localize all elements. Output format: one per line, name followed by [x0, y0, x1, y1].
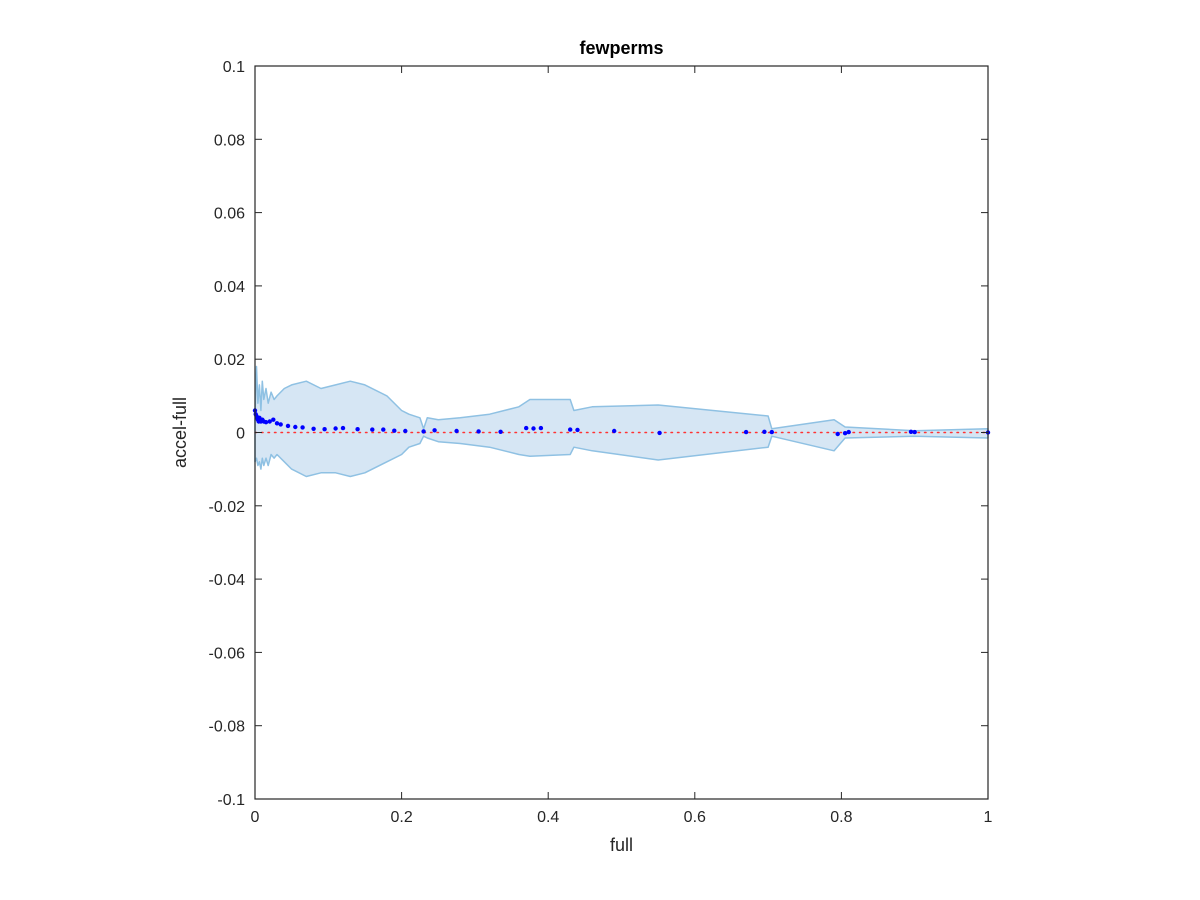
x-tick-label: 0.8 [830, 809, 852, 826]
y-tick-labels: -0.1 -0.08 -0.06 -0.04 -0.02 0 0.02 0.04 0.06 0.0… [209, 59, 246, 809]
x-axis-label: full [610, 835, 633, 855]
data-point [392, 428, 397, 433]
data-point [476, 429, 481, 434]
chart-title: fewperms [579, 38, 663, 58]
data-point [912, 429, 917, 435]
y-tick-label: 0.06 [214, 206, 245, 223]
data-point [538, 425, 544, 431]
data-point [762, 429, 767, 434]
data-point [333, 426, 338, 431]
axis-ticks [254, 65, 989, 800]
data-points-layer [252, 408, 991, 437]
data-point [355, 427, 360, 432]
data-point [322, 427, 327, 432]
y-axis-label: accel-full [170, 397, 190, 468]
data-point [293, 424, 298, 430]
data-point [657, 430, 662, 436]
data-point [612, 428, 617, 434]
data-point [403, 428, 408, 434]
data-point [340, 425, 346, 431]
data-point [575, 427, 580, 433]
y-tick-label: 0 [236, 426, 245, 443]
y-tick-label: -0.08 [209, 719, 246, 736]
data-point [381, 427, 386, 432]
y-tick-label: 0.04 [214, 279, 245, 296]
data-point [568, 427, 573, 432]
data-point [524, 425, 529, 431]
y-tick-label: -0.06 [209, 645, 246, 662]
y-tick-label: -0.1 [217, 792, 245, 809]
y-tick-label: 0.1 [223, 59, 245, 76]
data-point [263, 420, 269, 425]
y-tick-label: -0.04 [209, 572, 246, 589]
y-tick-label: 0.02 [214, 352, 245, 369]
data-point [285, 423, 291, 429]
data-point [846, 429, 851, 435]
data-point [454, 428, 459, 434]
data-point [267, 419, 272, 424]
data-point [835, 431, 840, 437]
data-point [271, 417, 276, 422]
y-tick-label: -0.02 [209, 499, 246, 516]
data-point [370, 427, 375, 432]
data-point [432, 428, 437, 433]
data-point [278, 422, 283, 427]
y-tick-label: 0.08 [214, 132, 245, 149]
x-tick-label: 0.6 [684, 809, 706, 826]
data-point [531, 426, 536, 431]
data-point [300, 425, 305, 430]
data-point [421, 429, 426, 434]
x-tick-label: 1 [984, 809, 993, 826]
data-point [842, 431, 848, 436]
x-tick-label: 0.4 [537, 809, 559, 826]
data-point [498, 429, 503, 434]
data-point [274, 421, 280, 426]
data-point [743, 429, 749, 435]
data-point [908, 429, 914, 434]
data-point [769, 429, 774, 435]
x-tick-label: 0 [251, 809, 260, 826]
data-point [311, 426, 316, 431]
x-tick-label: 0.2 [390, 809, 412, 826]
x-tick-labels: 0 0.2 0.4 0.6 0.8 1 [251, 809, 993, 826]
